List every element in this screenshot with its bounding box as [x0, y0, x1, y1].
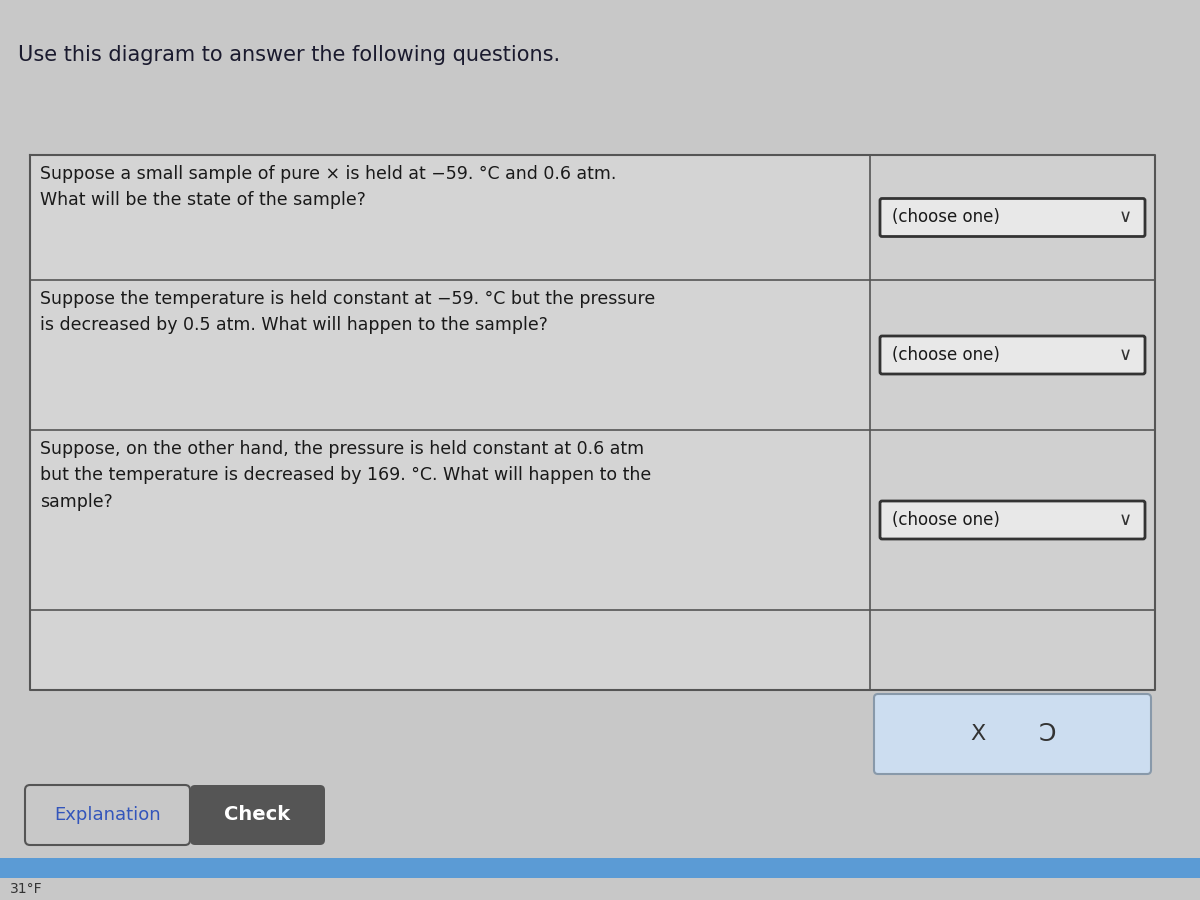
- Text: (choose one): (choose one): [892, 346, 1000, 364]
- Text: ∨: ∨: [1118, 209, 1132, 227]
- Text: Explanation: Explanation: [54, 806, 161, 824]
- FancyBboxPatch shape: [190, 785, 325, 845]
- FancyBboxPatch shape: [874, 694, 1151, 774]
- Text: (choose one): (choose one): [892, 209, 1000, 227]
- Text: X: X: [970, 724, 985, 744]
- Text: ∨: ∨: [1118, 511, 1132, 529]
- Text: 31°F: 31°F: [10, 882, 43, 896]
- Text: Ɔ: Ɔ: [1039, 722, 1056, 746]
- Text: Suppose a small sample of pure × is held at −59. °C and 0.6 atm.
What will be th: Suppose a small sample of pure × is held…: [40, 165, 617, 210]
- FancyBboxPatch shape: [25, 785, 190, 845]
- Text: Suppose the temperature is held constant at −59. °C but the pressure
is decrease: Suppose the temperature is held constant…: [40, 290, 655, 335]
- Polygon shape: [30, 155, 1154, 690]
- Text: Check: Check: [224, 806, 290, 824]
- Text: ∨: ∨: [1118, 346, 1132, 364]
- Polygon shape: [870, 155, 1154, 690]
- FancyBboxPatch shape: [880, 336, 1145, 374]
- Text: (choose one): (choose one): [892, 511, 1000, 529]
- Polygon shape: [0, 858, 1200, 878]
- FancyBboxPatch shape: [880, 501, 1145, 539]
- Text: Use this diagram to answer the following questions.: Use this diagram to answer the following…: [18, 45, 560, 65]
- FancyBboxPatch shape: [880, 199, 1145, 237]
- Text: Suppose, on the other hand, the pressure is held constant at 0.6 atm
but the tem: Suppose, on the other hand, the pressure…: [40, 440, 652, 511]
